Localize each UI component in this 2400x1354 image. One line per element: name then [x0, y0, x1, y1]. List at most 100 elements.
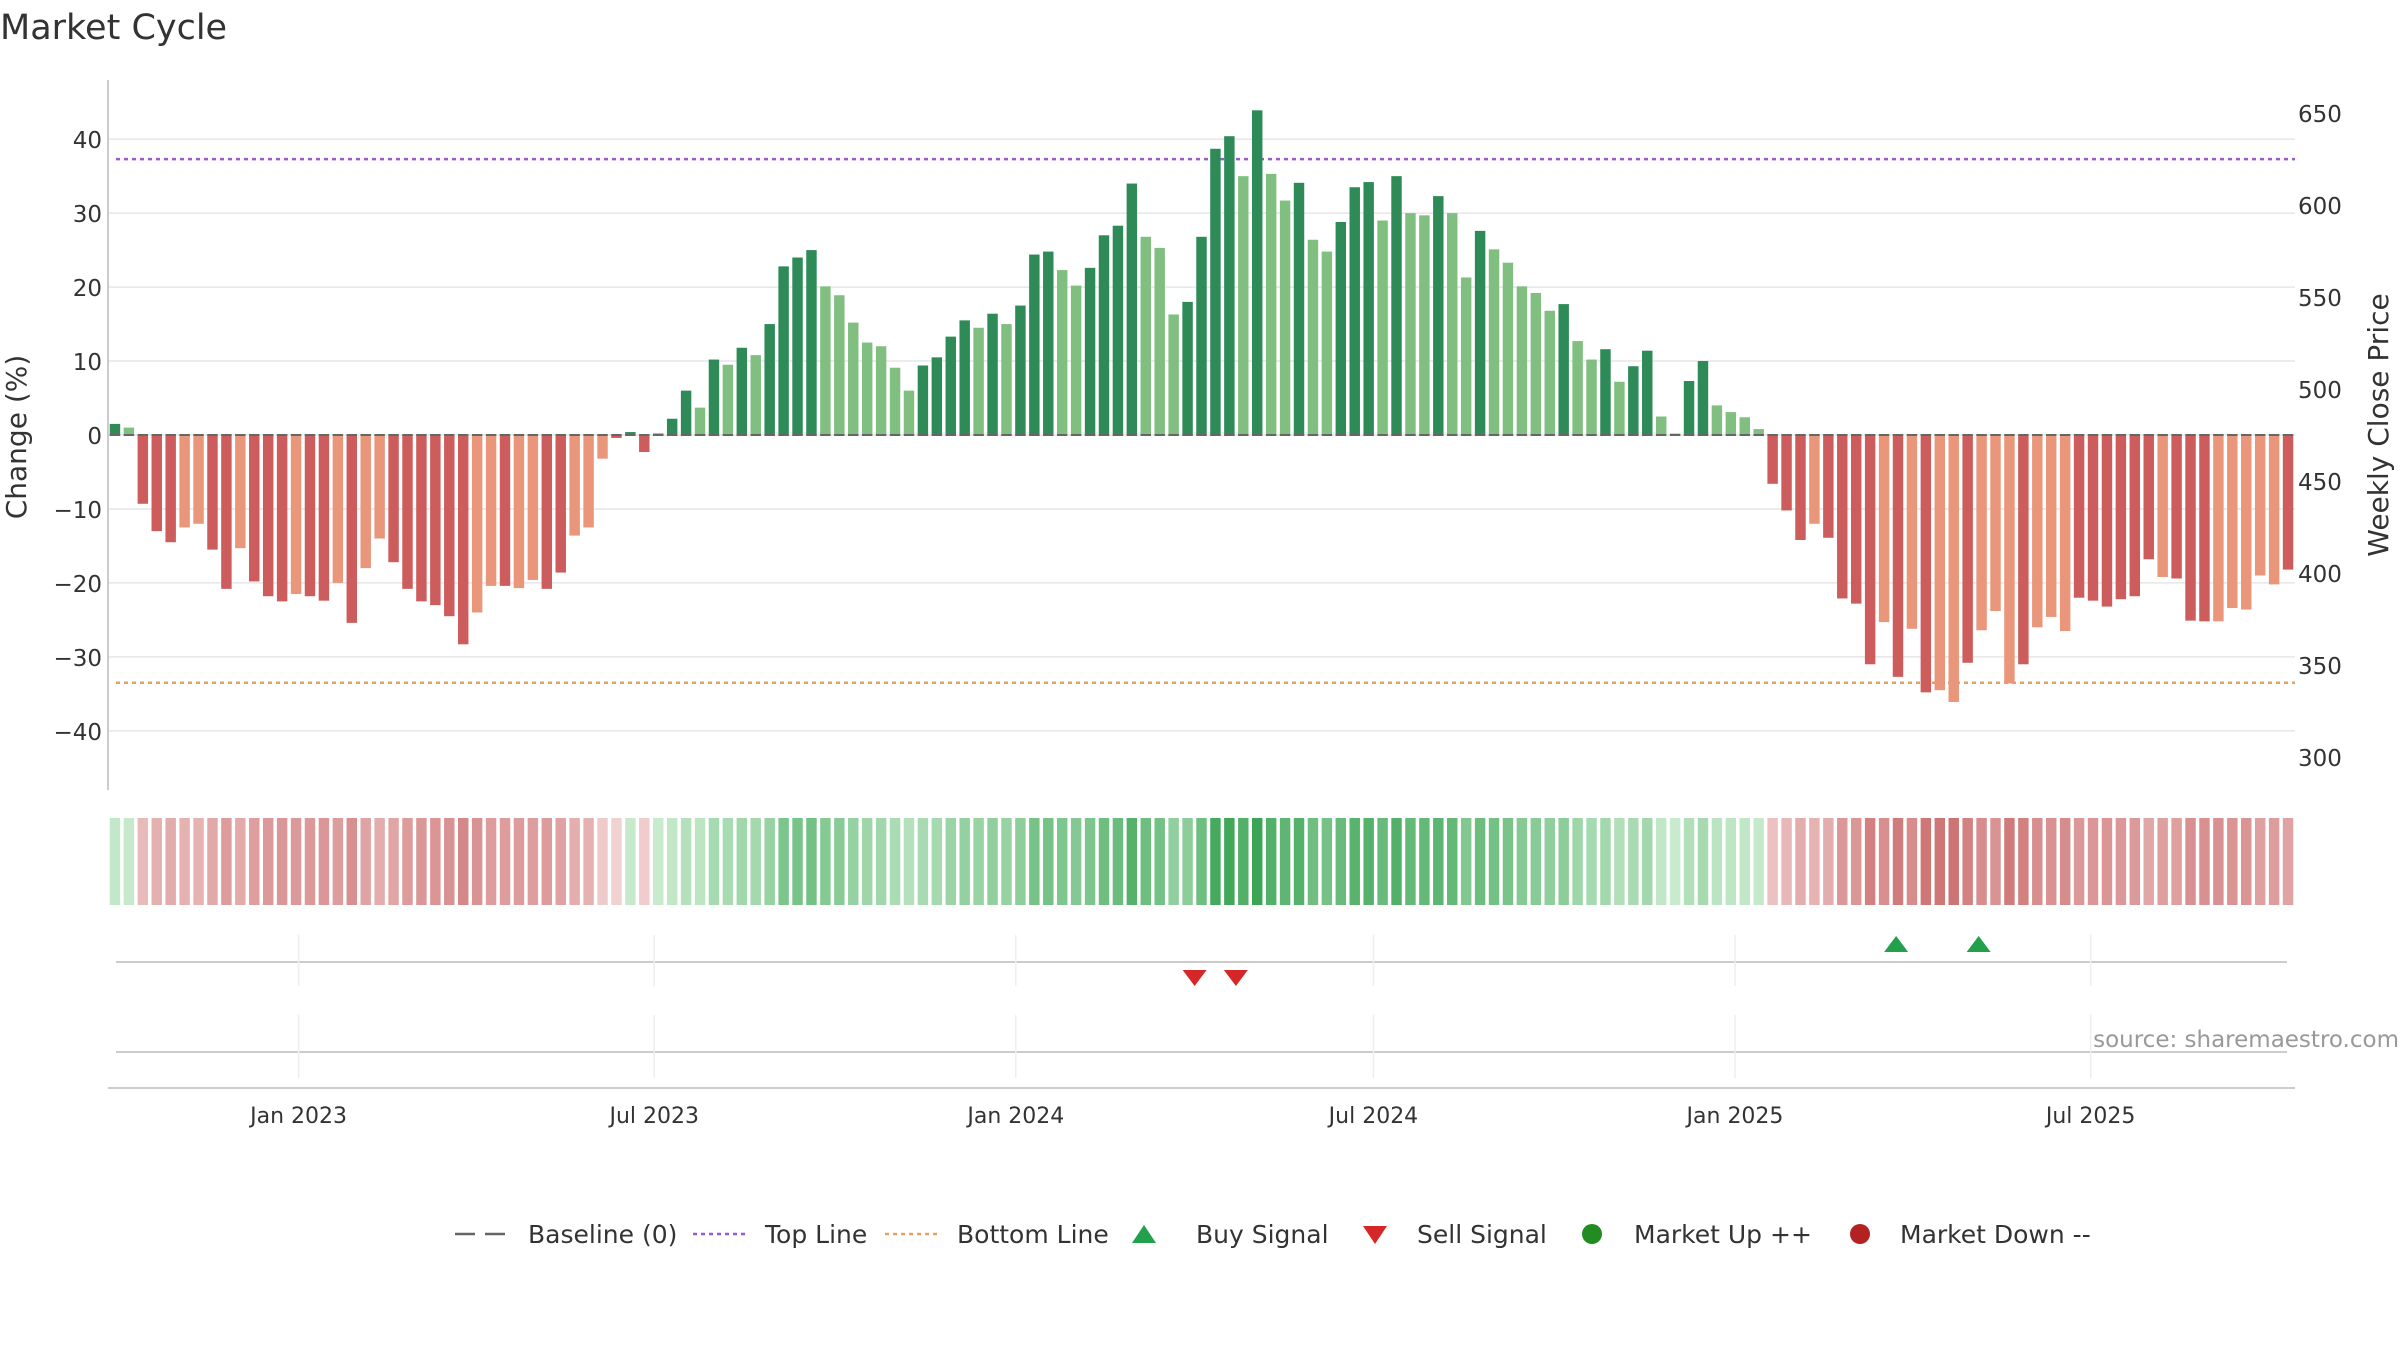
- heat-cell: [1655, 818, 1667, 905]
- weekly-change-bar: [402, 435, 413, 589]
- heat-cell: [1433, 818, 1444, 905]
- weekly-change-bar: [1502, 262, 1514, 435]
- weekly-change-bar: [792, 257, 803, 435]
- heat-cell: [1210, 818, 1221, 905]
- heat-cell: [193, 818, 204, 905]
- heat-cell: [931, 818, 943, 905]
- heat-cell: [987, 818, 998, 905]
- signal-panel: [108, 935, 2295, 1089]
- weekly-change-bar: [444, 435, 455, 617]
- weekly-change-bar: [750, 355, 761, 435]
- weekly-change-bar: [1739, 417, 1750, 435]
- heat-cell: [653, 818, 664, 905]
- weekly-change-bar: [1238, 176, 1249, 436]
- heat-cell: [1990, 818, 2001, 905]
- heat-cell: [2282, 818, 2294, 905]
- heat-cell: [360, 818, 371, 905]
- weekly-change-bar: [2213, 435, 2224, 622]
- weekly-change-bar: [2087, 435, 2099, 601]
- heat-cell: [2171, 818, 2182, 905]
- heat-cell: [1084, 818, 1096, 905]
- weekly-change-bar: [2282, 435, 2294, 570]
- weekly-change-bar: [1864, 435, 1876, 665]
- heat-cell: [332, 818, 344, 905]
- heat-cell: [1530, 818, 1542, 905]
- heat-cell: [2227, 818, 2238, 905]
- weekly-change-bar: [959, 320, 970, 435]
- heat-cell: [1544, 818, 1555, 905]
- weekly-change-bar: [1962, 435, 1973, 663]
- weekly-change-bar: [1614, 381, 1625, 435]
- weekly-change-bar: [416, 435, 427, 602]
- weekly-change-bar: [973, 327, 984, 435]
- weekly-change-bar: [2227, 435, 2238, 609]
- weekly-change-bar: [221, 435, 232, 589]
- heat-cell: [2241, 818, 2252, 905]
- weekly-change-bars: [109, 110, 2294, 702]
- weekly-change-bar: [778, 266, 789, 435]
- heat-cell: [820, 818, 831, 905]
- heat-cell: [625, 818, 636, 905]
- weekly-change-bar: [1642, 350, 1653, 435]
- heat-cell: [1628, 818, 1639, 905]
- heat-cell: [165, 818, 176, 905]
- heat-cell: [276, 818, 288, 905]
- weekly-change-bar: [694, 407, 706, 435]
- weekly-change-bar: [987, 313, 998, 435]
- heat-cell: [388, 818, 399, 905]
- weekly-change-bar: [1140, 236, 1152, 435]
- heat-cell: [1419, 818, 1430, 905]
- weekly-change-bar: [1447, 213, 1458, 435]
- weekly-change-bar: [1210, 148, 1221, 435]
- weekly-change-bar: [1781, 435, 1792, 511]
- heat-cell: [1196, 818, 1207, 905]
- heat-cell: [1837, 818, 1848, 905]
- heat-cell: [1154, 818, 1165, 905]
- weekly-change-bar: [1892, 435, 1904, 677]
- weekly-change-bar: [2254, 435, 2266, 576]
- weekly-change-bar: [1697, 361, 1709, 435]
- heat-cell: [2101, 818, 2113, 905]
- x-tick-label: Jul 2023: [607, 1104, 699, 1129]
- heat-cell: [430, 818, 441, 905]
- heat-cell: [778, 818, 789, 905]
- weekly-change-bar: [1405, 213, 1416, 435]
- weekly-change-bar: [1377, 220, 1388, 435]
- weekly-change-bar: [1976, 435, 1987, 631]
- heat-cell: [2143, 818, 2154, 905]
- weekly-change-bar: [1516, 286, 1528, 435]
- heat-cell: [1043, 818, 1054, 905]
- weekly-change-bar: [555, 435, 566, 573]
- heat-cell: [1892, 818, 1904, 905]
- weekly-change-bar: [1474, 230, 1486, 435]
- market-down-legend-swatch: [1850, 1224, 1870, 1244]
- weekly-change-bar: [917, 365, 929, 435]
- weekly-change-bar: [1460, 277, 1472, 435]
- weekly-change-bar: [1948, 435, 1959, 702]
- heat-cell: [959, 818, 970, 905]
- heat-cell: [1934, 818, 1946, 905]
- heat-cell: [1140, 818, 1152, 905]
- heat-cell: [597, 818, 608, 905]
- weekly-change-bar: [165, 435, 176, 543]
- weekly-change-bar: [1433, 196, 1444, 435]
- weekly-change-bar: [1335, 222, 1347, 435]
- weekly-change-bar: [374, 435, 385, 539]
- weekly-change-bar: [179, 435, 190, 528]
- heat-cell: [235, 818, 246, 905]
- weekly-change-bar: [1001, 324, 1012, 435]
- weekly-change-bar: [1126, 183, 1138, 435]
- weekly-change-bar: [1725, 412, 1737, 435]
- heat-cell: [1809, 818, 1820, 905]
- weekly-change-bar: [1182, 301, 1193, 435]
- weekly-change-bar: [527, 435, 539, 580]
- legend-label-baseline: Baseline (0): [528, 1220, 677, 1249]
- heat-cell: [2115, 818, 2127, 905]
- y2-tick-label: 350: [2298, 654, 2342, 680]
- weekly-change-bar: [207, 435, 218, 550]
- heat-cell: [1850, 818, 1862, 905]
- heat-cell: [416, 818, 427, 905]
- heat-cell: [346, 818, 357, 905]
- heat-cell: [1224, 818, 1235, 905]
